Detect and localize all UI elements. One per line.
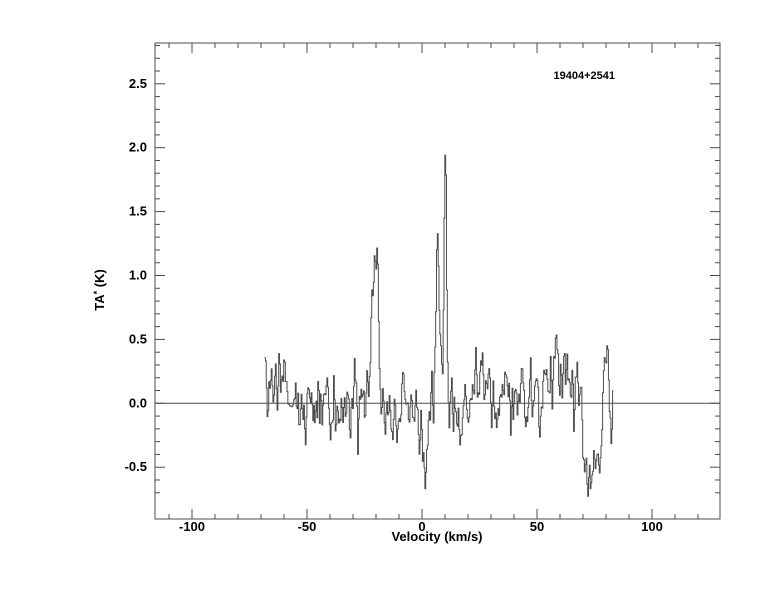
svg-text:1.5: 1.5	[129, 204, 147, 219]
svg-text:50: 50	[530, 519, 544, 534]
svg-text:1.0: 1.0	[129, 268, 147, 283]
svg-text:19404+2541: 19404+2541	[554, 70, 615, 82]
svg-text:100: 100	[641, 519, 663, 534]
svg-text:2.5: 2.5	[129, 76, 147, 91]
svg-text:-100: -100	[179, 519, 205, 534]
svg-text:-50: -50	[298, 519, 317, 534]
svg-text:0.5: 0.5	[129, 331, 147, 346]
svg-text:-0.5: -0.5	[125, 459, 147, 474]
svg-text:0.0: 0.0	[129, 395, 147, 410]
svg-text:Velocity (km/s): Velocity (km/s)	[391, 529, 482, 544]
svg-text:2.0: 2.0	[129, 140, 147, 155]
svg-text:TA* (K): TA* (K)	[92, 269, 107, 311]
